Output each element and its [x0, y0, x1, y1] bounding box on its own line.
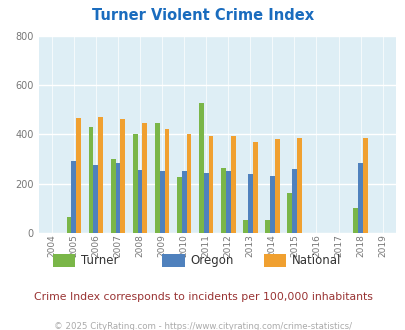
Bar: [132, 135, 137, 233]
Bar: [66, 217, 71, 233]
Bar: [198, 103, 203, 233]
Text: © 2025 CityRating.com - https://www.cityrating.com/crime-statistics/: © 2025 CityRating.com - https://www.city…: [54, 322, 351, 330]
Bar: [247, 174, 252, 233]
Bar: [252, 142, 257, 233]
Text: National: National: [292, 254, 341, 267]
Text: Turner: Turner: [81, 254, 118, 267]
Bar: [93, 165, 98, 233]
Text: Crime Index corresponds to incidents per 100,000 inhabitants: Crime Index corresponds to incidents per…: [34, 292, 371, 302]
Bar: [230, 136, 235, 233]
Bar: [243, 220, 247, 233]
Text: Turner Violent Crime Index: Turner Violent Crime Index: [92, 8, 313, 23]
Bar: [142, 123, 147, 233]
Bar: [286, 193, 291, 233]
Bar: [164, 129, 169, 233]
Bar: [177, 178, 181, 233]
Bar: [159, 171, 164, 233]
Bar: [208, 136, 213, 233]
Bar: [181, 171, 186, 233]
Bar: [352, 208, 357, 233]
Bar: [98, 117, 103, 233]
Bar: [362, 138, 367, 233]
Bar: [296, 138, 301, 233]
Bar: [154, 123, 159, 233]
Bar: [225, 171, 230, 233]
Bar: [88, 127, 93, 233]
Bar: [220, 168, 225, 233]
Bar: [203, 173, 208, 233]
Bar: [357, 163, 362, 233]
Bar: [269, 176, 274, 233]
Bar: [115, 163, 120, 233]
Bar: [137, 170, 142, 233]
Bar: [76, 118, 81, 233]
Bar: [264, 220, 269, 233]
Bar: [71, 161, 76, 233]
Bar: [186, 134, 191, 233]
Bar: [274, 139, 279, 233]
Bar: [291, 169, 296, 233]
Text: Oregon: Oregon: [190, 254, 234, 267]
Bar: [111, 159, 115, 233]
Bar: [120, 119, 125, 233]
